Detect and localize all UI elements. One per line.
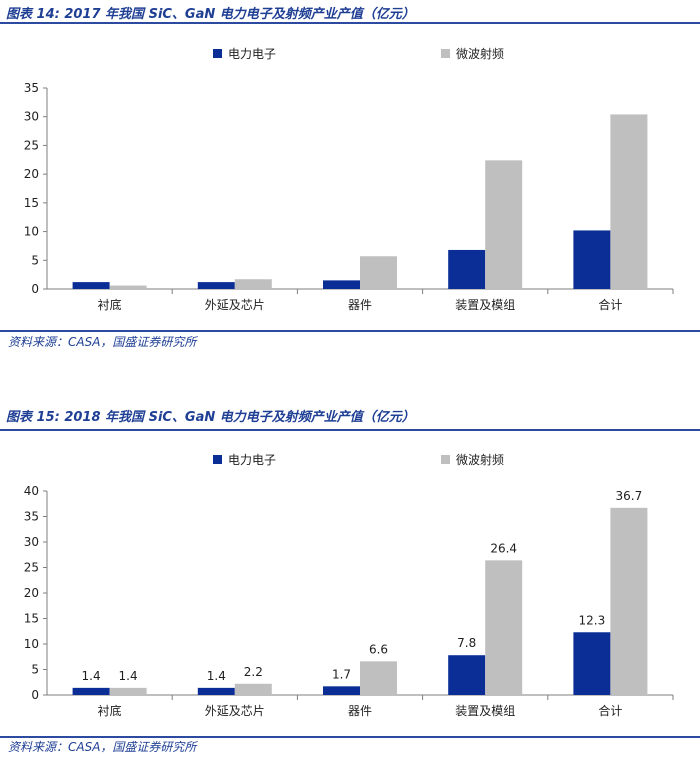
- figure-1-bottom-rule: [0, 330, 700, 332]
- category-label-1: 外延及芯片: [205, 298, 265, 312]
- bar-0-4: [573, 632, 611, 695]
- y-tick-label-2: 10: [24, 225, 39, 239]
- y-tick-label-1: 5: [31, 253, 39, 267]
- bar-1-2: [360, 661, 397, 695]
- bar-1-1: [234, 683, 272, 695]
- y-tick-label-6: 30: [24, 535, 39, 549]
- figure-1-source: 资料来源：CASA，国盛证券研究所: [8, 335, 197, 349]
- chart-2018: 电力电子 微波射频 0 5 10 15 20 25 30 35 40 衬底 1.4 1.4 外延及芯片 1.4…: [24, 452, 674, 718]
- legend-swatch-0: [213, 455, 222, 464]
- bar-0-2: [323, 686, 360, 695]
- category-label-0: 衬底: [98, 703, 122, 718]
- legend-label-0: 电力电子: [228, 453, 276, 467]
- bar-0-1: [197, 687, 235, 695]
- legend-label-1: 微波射频: [456, 452, 504, 467]
- legend-swatch-1: [441, 49, 450, 58]
- figure-2-top-rule: [0, 429, 700, 431]
- legend-label-0: 电力电子: [228, 47, 276, 61]
- category-label-3: 装置及模组: [455, 298, 515, 312]
- figure-2-title: 图表 15: 2018 年我国 SiC、GaN 电力电子及射频产业产值（亿元）: [6, 410, 415, 425]
- data-label-1-4: 36.7: [616, 489, 643, 503]
- category-label-3: 装置及模组: [455, 704, 515, 718]
- y-tick-label-8: 40: [24, 484, 39, 498]
- data-label-0-1: 1.4: [207, 669, 226, 683]
- bar-1-3: [485, 560, 523, 695]
- y-tick-label-0: 0: [31, 282, 39, 296]
- y-tick-label-7: 35: [24, 510, 39, 524]
- figure-2-bottom-rule: [0, 736, 700, 738]
- y-tick-label-4: 20: [24, 167, 39, 181]
- data-label-0-2: 1.7: [332, 667, 351, 681]
- y-tick-label-1: 5: [31, 663, 39, 677]
- bar-1-4: [610, 114, 648, 289]
- bar-1-3: [485, 160, 523, 289]
- bar-1-0: [109, 285, 147, 289]
- bar-1-4: [610, 507, 648, 695]
- bar-0-3: [448, 249, 486, 289]
- bar-0-0: [72, 687, 110, 695]
- bar-0-3: [448, 655, 486, 695]
- bar-0-2: [323, 280, 360, 289]
- figure-1-title: 图表 14: 2017 年我国 SiC、GaN 电力电子及射频产业产值（亿元）: [6, 7, 415, 22]
- y-tick-label-5: 25: [24, 561, 39, 575]
- figure-2-source: 资料来源：CASA，国盛证券研究所: [8, 740, 197, 754]
- chart-2017: 电力电子 微波射频 0 5 10 15 20 25 30 35 衬底 外延及芯片 器件 装置及模组 合计: [24, 46, 674, 312]
- data-label-1-0: 1.4: [119, 669, 138, 683]
- y-tick-label-0: 0: [31, 688, 39, 702]
- data-label-0-0: 1.4: [82, 669, 101, 683]
- category-label-2: 器件: [348, 298, 372, 312]
- data-label-1-1: 2.2: [244, 665, 263, 679]
- bar-0-0: [72, 282, 110, 289]
- data-label-0-3: 7.8: [457, 636, 476, 650]
- figure-1-top-rule: [0, 22, 700, 24]
- y-tick-label-5: 25: [24, 138, 39, 152]
- y-tick-label-6: 30: [24, 110, 39, 124]
- y-tick-label-3: 15: [24, 612, 39, 626]
- category-label-2: 器件: [348, 704, 372, 718]
- legend-swatch-0: [213, 49, 222, 58]
- bar-0-1: [197, 282, 235, 289]
- data-label-0-4: 12.3: [579, 613, 606, 627]
- y-tick-label-4: 20: [24, 586, 39, 600]
- bar-0-4: [573, 230, 611, 289]
- category-label-1: 外延及芯片: [205, 704, 265, 718]
- bar-1-1: [234, 279, 272, 289]
- y-tick-label-2: 10: [24, 637, 39, 651]
- category-label-4: 合计: [598, 703, 622, 718]
- data-label-1-2: 6.6: [369, 642, 388, 656]
- category-label-4: 合计: [598, 297, 622, 312]
- bar-1-0: [109, 687, 147, 695]
- y-tick-label-7: 35: [24, 81, 39, 95]
- legend-swatch-1: [441, 455, 450, 464]
- category-label-0: 衬底: [98, 297, 122, 312]
- data-label-1-3: 26.4: [490, 541, 517, 555]
- legend-label-1: 微波射频: [456, 46, 504, 61]
- y-tick-label-3: 15: [24, 196, 39, 210]
- bar-1-2: [360, 256, 397, 289]
